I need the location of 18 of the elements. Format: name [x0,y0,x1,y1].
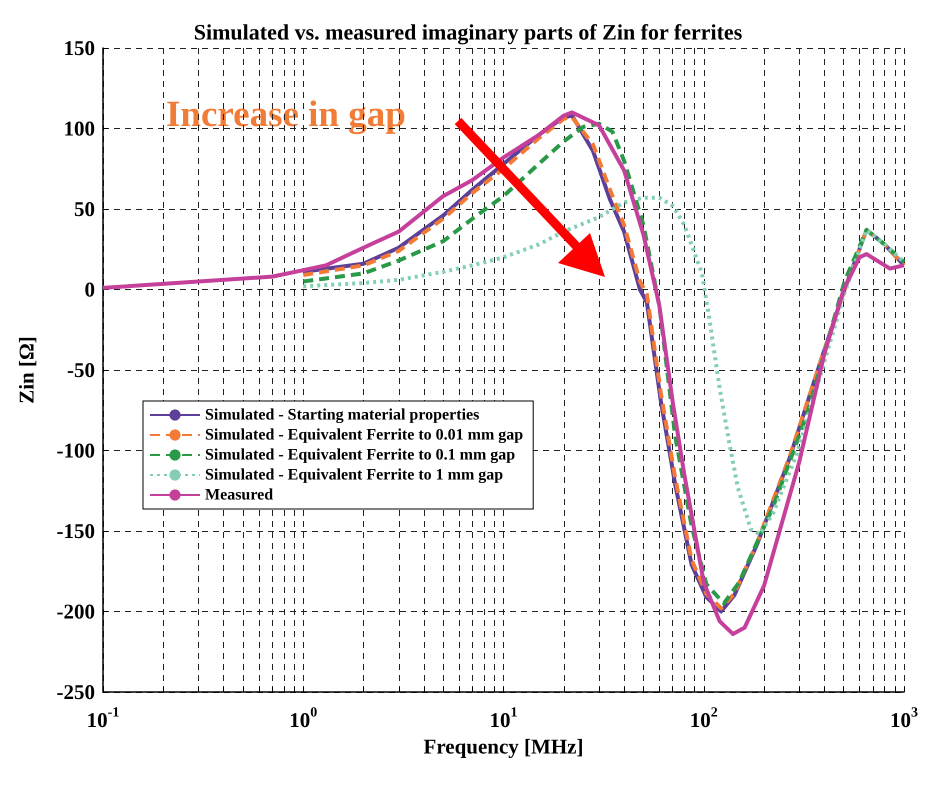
y-tick-label: -200 [56,600,95,624]
y-tick-label: -50 [67,358,95,382]
legend-label: Simulated - Equivalent Ferrite to 1 mm gap [205,466,504,484]
y-tick-label: -150 [56,519,95,543]
x-axis-title: Frequency [MHz] [424,734,584,758]
legend-label: Simulated - Equivalent Ferrite to 0.01 mm gap [205,426,524,444]
y-tick-label: -250 [56,680,95,704]
y-tick-label: 0 [84,278,95,302]
y-tick-label: 50 [74,197,95,221]
legend-label: Measured [205,486,274,504]
chart-title: Simulated vs. measured imaginary parts of Zin for ferrites [194,20,743,44]
legend-label: Simulated - Equivalent Ferrite to 0.1 mm gap [205,446,516,464]
legend-label: Simulated - Starting material properties [205,406,480,424]
y-tick-label: 100 [64,116,95,140]
y-tick-label: 150 [64,36,95,60]
annotation: Increase in gap [166,94,406,135]
y-tick-label: -100 [56,438,95,462]
y-axis-title: Zin [Ω] [14,336,38,404]
